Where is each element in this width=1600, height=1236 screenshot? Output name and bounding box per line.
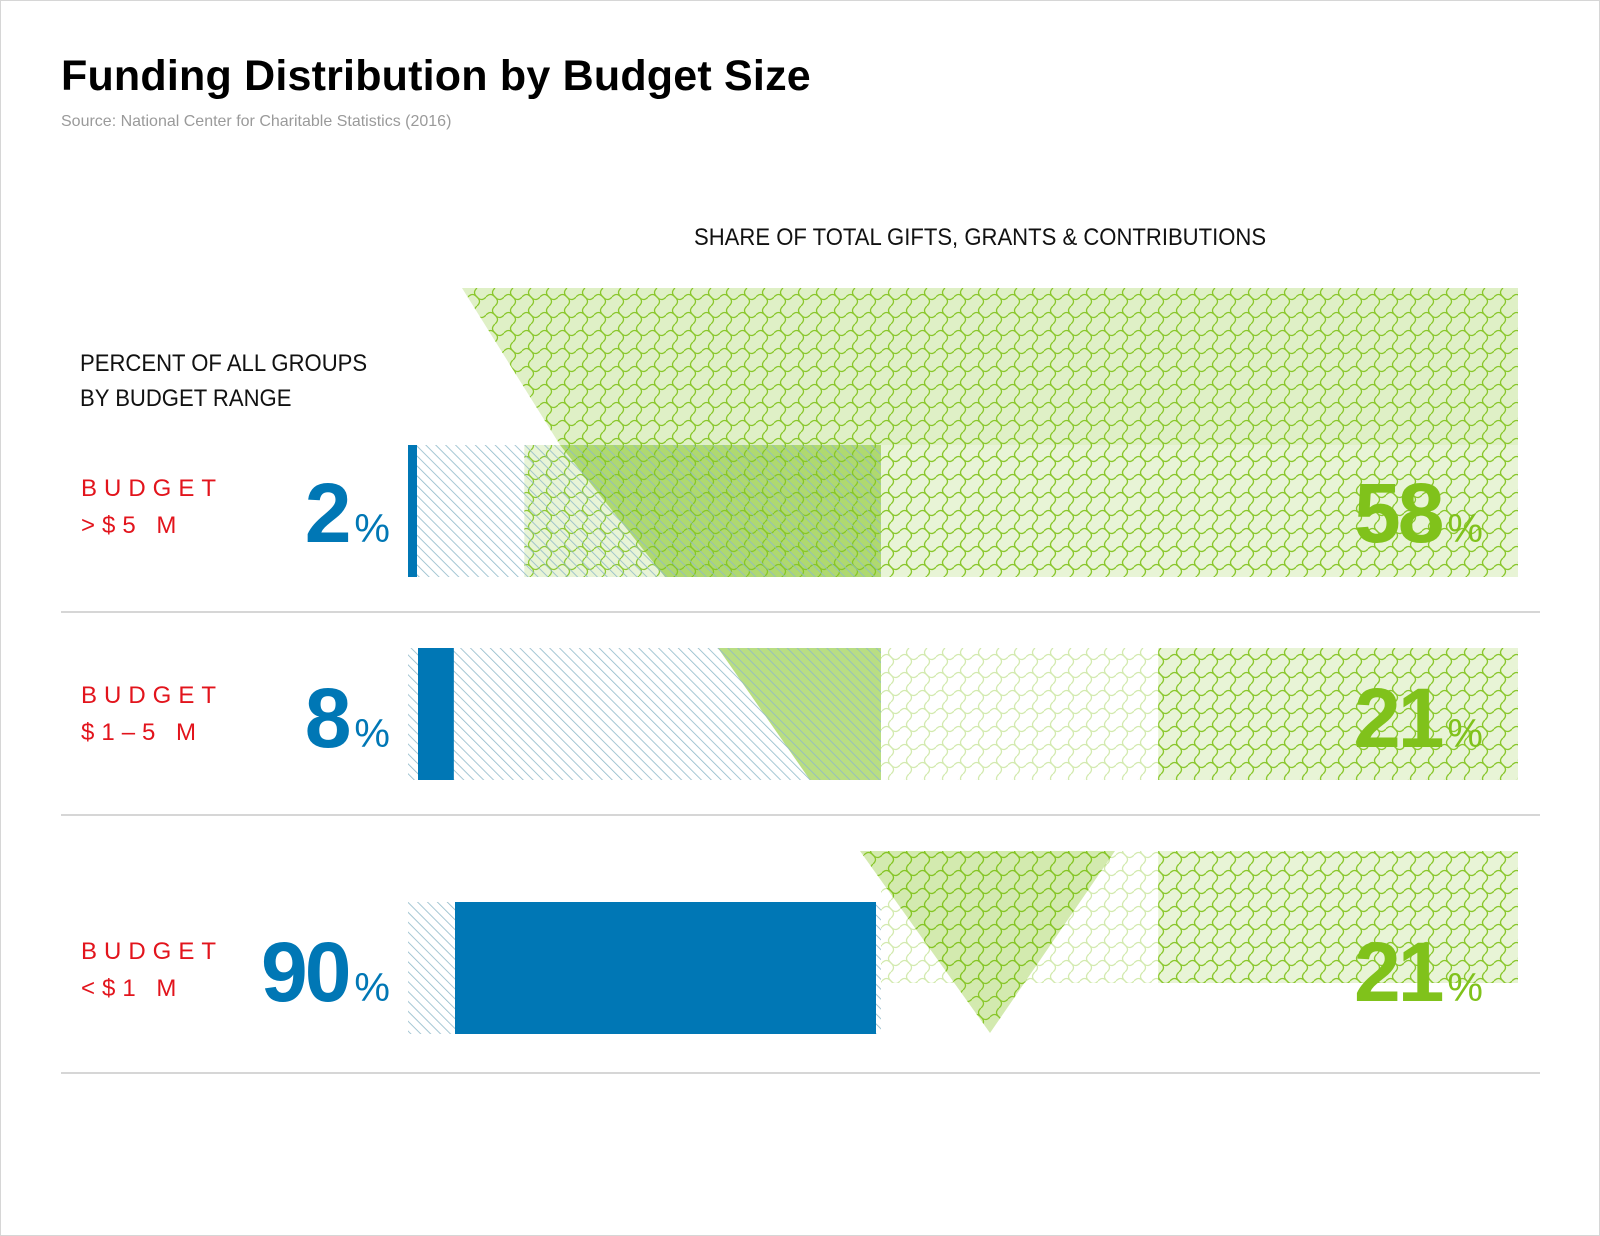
groups-pct-over-5m: 2% [305, 465, 390, 562]
groups-pct-value: 8 [304, 671, 352, 765]
groups-bar [455, 902, 876, 1034]
groups-heading-line1: PERCENT OF ALL GROUPS [80, 350, 368, 377]
share-heading: SHARE OF TOTAL GIFTS, GRANTS & CONTRIBUT… [694, 224, 1267, 251]
share-pct-value: 21 [1353, 925, 1444, 1019]
share-pct-value: 58 [1353, 466, 1444, 560]
share-bar-texture [1158, 648, 1518, 780]
share-pct-over-5m: 58% [1354, 465, 1483, 562]
row-label-line2: $1–5 M [81, 719, 204, 746]
groups-pct-under-1m: 90% [261, 924, 390, 1021]
groups-heading: PERCENT OF ALL GROUPS BY BUDGET RANGE [80, 346, 367, 416]
percent-sign: % [354, 507, 390, 551]
percent-sign: % [354, 712, 390, 756]
share-pct-1-5m: 21% [1354, 670, 1483, 767]
share-pct-value: 21 [1353, 671, 1444, 765]
row-label-line2: <$1 M [81, 975, 184, 1002]
row-label-over-5m: BUDGET >$5 M [81, 470, 223, 544]
share-bar-texture [1158, 851, 1518, 983]
percent-sign: % [1447, 507, 1483, 551]
page-title: Funding Distribution by Budget Size [61, 52, 811, 100]
groups-heading-line2: BY BUDGET RANGE [80, 385, 292, 412]
row-label-line2: >$5 M [81, 512, 184, 539]
percent-sign: % [1447, 966, 1483, 1010]
percent-sign: % [1447, 712, 1483, 756]
percent-sign: % [354, 966, 390, 1010]
share-pct-under-1m: 21% [1354, 924, 1483, 1021]
groups-bar [418, 648, 454, 780]
groups-pct-value: 2 [304, 466, 352, 560]
row-label-1-5m: BUDGET $1–5 M [81, 677, 223, 751]
groups-bar-background [408, 648, 881, 780]
source-note: Source: National Center for Charitable S… [61, 113, 452, 130]
bars-layer [61, 288, 1540, 1074]
groups-bar [408, 445, 417, 577]
share-funnel-row3-texture [860, 851, 1115, 1033]
row-label-line1: BUDGET [81, 938, 224, 965]
groups-pct-value: 90 [260, 925, 351, 1019]
row-label-line1: BUDGET [81, 682, 224, 709]
groups-bar-background [408, 445, 881, 577]
share-funnel-top-texture [462, 288, 1518, 445]
row-label-under-1m: BUDGET <$1 M [81, 933, 223, 1007]
groups-pct-1-5m: 8% [305, 670, 390, 767]
row-label-line1: BUDGET [81, 475, 224, 502]
